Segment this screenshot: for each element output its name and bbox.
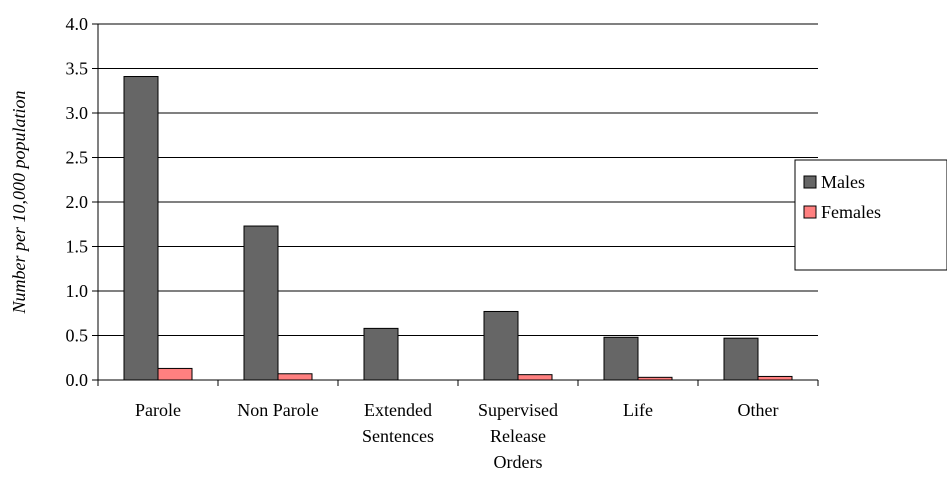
x-tick-label: Extended Sentences xyxy=(362,400,434,446)
bar-males-5 xyxy=(723,337,759,381)
y-tick-label: 0.5 xyxy=(66,326,89,346)
legend-label-males: Males xyxy=(821,172,865,192)
bar-males-2 xyxy=(363,327,399,381)
x-tick-label: Non Parole xyxy=(237,400,318,420)
y-tick-label: 2.5 xyxy=(66,148,89,168)
y-tick-label: 1.5 xyxy=(66,237,89,257)
bar-males-1 xyxy=(243,225,279,381)
axes xyxy=(92,23,819,386)
bar-females-0 xyxy=(157,367,193,381)
bar-males-0 xyxy=(123,76,159,381)
y-tick-label: 0.0 xyxy=(66,370,89,390)
legend-swatch-females xyxy=(803,205,817,219)
bar-males-4 xyxy=(603,336,639,381)
y-tick-label: 3.0 xyxy=(66,103,89,123)
y-tick-label: 1.0 xyxy=(66,281,89,301)
gridlines xyxy=(98,23,818,336)
bars xyxy=(123,76,793,381)
legend: Males Females xyxy=(794,159,947,271)
x-tick-labels: Parole Non Parole Extended Sentences Supervi… xyxy=(135,400,778,472)
bar-males-3 xyxy=(483,310,519,381)
y-axis-label: Number per 10,000 population xyxy=(9,91,29,315)
y-tick-label: 3.5 xyxy=(66,59,89,79)
x-tick-label: Parole xyxy=(135,400,181,420)
x-tick-label: Supervised Release Orders xyxy=(478,400,558,472)
bar-females-5 xyxy=(757,375,793,381)
y-tick-label: 2.0 xyxy=(66,192,89,212)
y-tick-labels: 0.0 0.5 1.0 1.5 2.0 2.5 3.0 3.5 4.0 xyxy=(66,14,89,390)
y-tick-label: 4.0 xyxy=(66,14,89,34)
legend-swatch-males xyxy=(803,175,817,189)
x-tick-label: Other xyxy=(738,400,779,420)
legend-box xyxy=(794,159,947,271)
bar-females-1 xyxy=(277,373,313,381)
legend-label-females: Females xyxy=(821,202,881,222)
x-tick-label: Life xyxy=(623,400,653,420)
bar-females-3 xyxy=(517,374,553,381)
